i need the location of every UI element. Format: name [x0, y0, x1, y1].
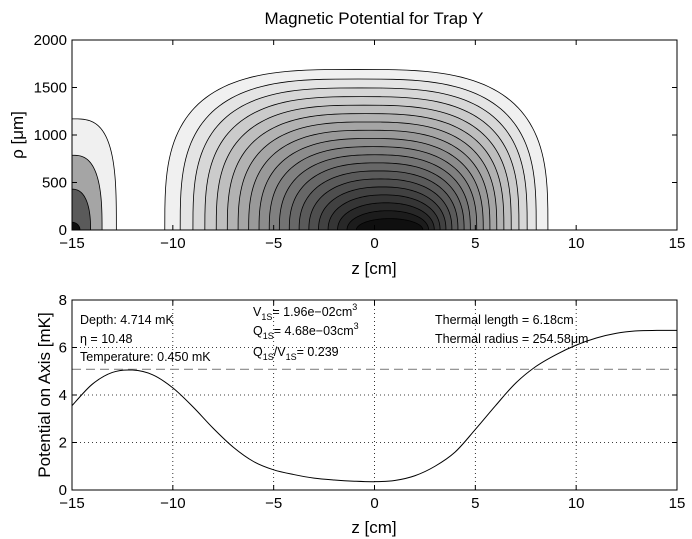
- thermal-radius-annotation: Thermal radius = 254.58μm: [435, 332, 588, 346]
- top-x-tick-label: 0: [370, 235, 378, 252]
- top-x-axis-label: z [cm]: [351, 259, 396, 278]
- bottom-x-axis-label: z [cm]: [351, 518, 396, 537]
- top-y-tick-label: 1500: [34, 80, 67, 97]
- contour-level-0-18: [355, 218, 424, 230]
- contour-plot: −15 −10 −5 0 5 10 15 0 500 1000 1500 2000 z [cm] ρ …: [8, 32, 685, 278]
- chart-title: Magnetic Potential for Trap Y: [265, 9, 484, 28]
- bottom-grid: [72, 300, 677, 490]
- potential-line-plot: −15 −10 −5 0 5 10 15 0 2 4 6 8 z [cm] Potential on …: [35, 292, 685, 537]
- volume-annotation: V1S= 1.96e−02cm3: [253, 302, 357, 322]
- top-y-tick-label: 1000: [34, 127, 67, 144]
- top-y-tick-label: 2000: [34, 32, 67, 49]
- q-annotation: Q1S= 4.68e−03cm3: [253, 321, 359, 341]
- bottom-x-tick-label: 0: [370, 495, 378, 512]
- bottom-x-tick-label: −5: [265, 495, 282, 512]
- top-y-axis-label: ρ [μm]: [8, 111, 27, 159]
- potential-curve: [72, 329, 677, 483]
- top-y-tick-label: 500: [42, 175, 67, 192]
- contour-regions: [72, 69, 549, 230]
- temperature-annotation: Temperature: 0.450 mK: [80, 350, 211, 364]
- bottom-y-axis-label: Potential on Axis [mK]: [35, 312, 54, 477]
- bottom-y-tick-label: 2: [59, 435, 67, 452]
- top-axis-ticks: −15 −10 −5 0 5 10 15 0 500 1000 1500 2000: [34, 32, 686, 252]
- bottom-y-tick-label: 8: [59, 292, 67, 309]
- bottom-y-tick-label: 4: [59, 387, 67, 404]
- top-x-tick-label: −10: [160, 235, 185, 252]
- bottom-x-tick-label: 10: [568, 495, 585, 512]
- depth-annotation: Depth: 4.714 mK: [80, 313, 174, 327]
- thermal-length-annotation: Thermal length = 6.18cm: [435, 313, 574, 327]
- ratio-annotation: Q1S/V1S= 0.239: [253, 345, 339, 362]
- bottom-y-tick-label: 6: [59, 340, 67, 357]
- top-x-tick-label: 5: [471, 235, 479, 252]
- bottom-x-tick-label: 5: [471, 495, 479, 512]
- top-x-tick-label: 10: [568, 235, 585, 252]
- bottom-x-tick-label: −15: [59, 495, 84, 512]
- top-x-tick-label: 15: [669, 235, 686, 252]
- top-x-tick-label: −5: [265, 235, 282, 252]
- bottom-y-tick-label: 0: [59, 482, 67, 499]
- eta-annotation: η = 10.48: [80, 332, 133, 346]
- top-y-tick-label: 0: [59, 222, 67, 239]
- bottom-x-tick-label: 15: [669, 495, 686, 512]
- contour-level-1-2: [72, 188, 91, 230]
- top-x-tick-label: −15: [59, 235, 84, 252]
- bottom-axis-ticks: −15 −10 −5 0 5 10 15 0 2 4 6 8: [59, 292, 686, 512]
- bottom-x-tick-label: −10: [160, 495, 185, 512]
- contour-level-1-3: [72, 221, 81, 230]
